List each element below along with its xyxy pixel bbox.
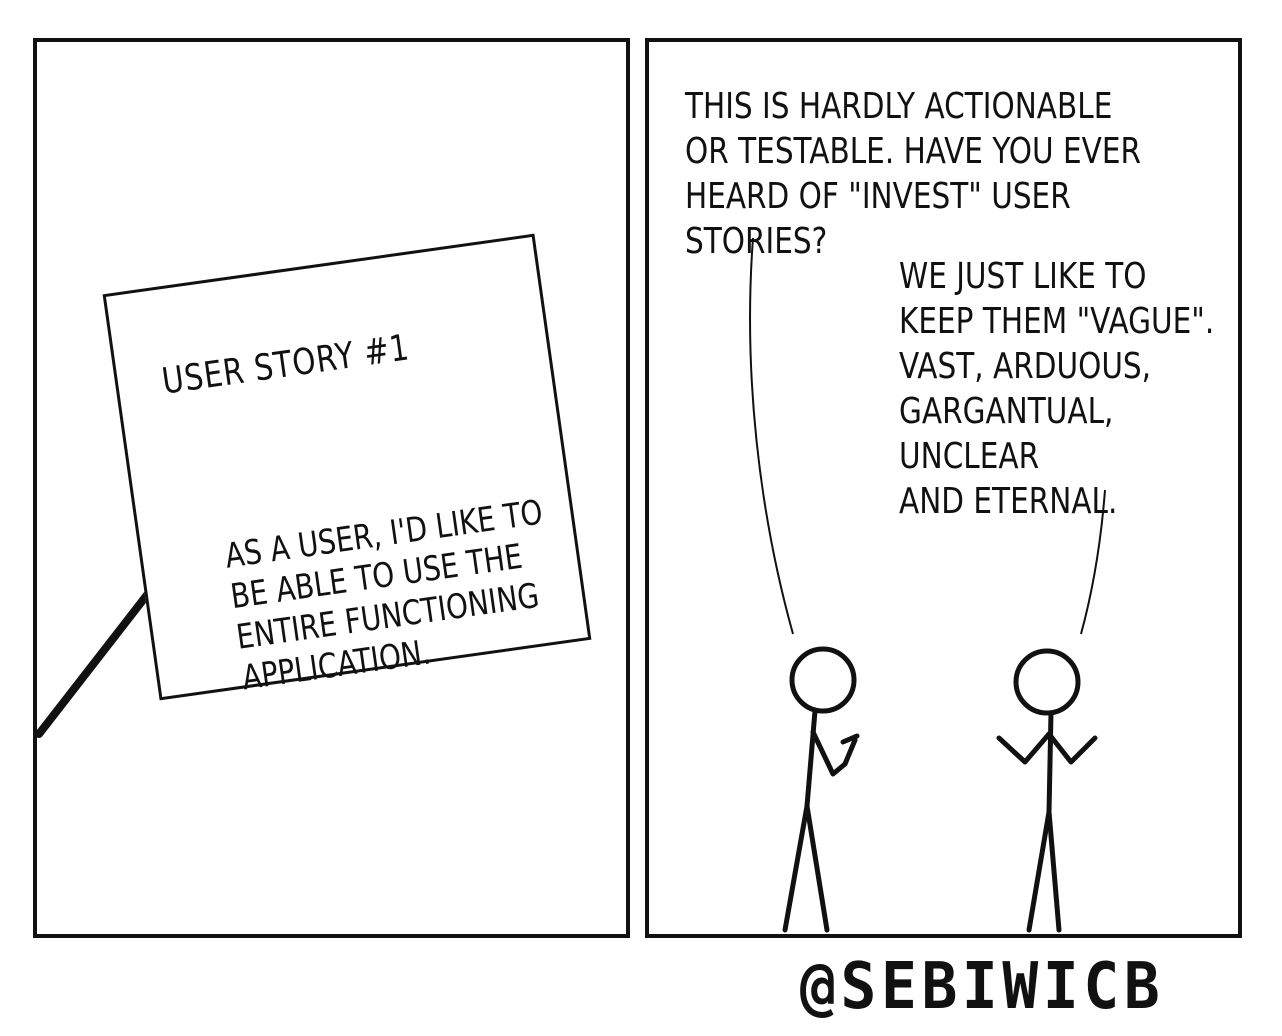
speech-bubble-left-character: THIS IS HARDLY ACTIONABLE OR TESTABLE. H… <box>685 86 1141 262</box>
user-story-card: USER STORY #1 AS A USER, I'D LIKE TO BE … <box>102 233 592 701</box>
stick-figure-right-head <box>1013 648 1081 716</box>
comic-panel-right: THIS IS HARDLY ACTIONABLE OR TESTABLE. H… <box>645 38 1242 938</box>
author-credit: @SEBIWICB <box>800 950 1165 1024</box>
speech-bubble-right-character: WE JUST LIKE TO KEEP THEM "VAGUE". VAST,… <box>899 256 1215 522</box>
speech-tail-left <box>749 237 794 635</box>
comic-panel-left: USER STORY #1 AS A USER, I'D LIKE TO BE … <box>33 38 630 938</box>
pointer-stick <box>37 578 161 738</box>
stick-figures-drawing <box>749 237 1106 933</box>
stick-figure-left <box>782 646 860 933</box>
user-story-title: USER STORY #1 <box>159 327 412 403</box>
stick-figure-left-head <box>789 646 857 714</box>
stick-figure-right <box>996 648 1098 933</box>
speech-tail-right <box>1080 489 1106 635</box>
pointer-stick-drawing <box>37 578 161 738</box>
